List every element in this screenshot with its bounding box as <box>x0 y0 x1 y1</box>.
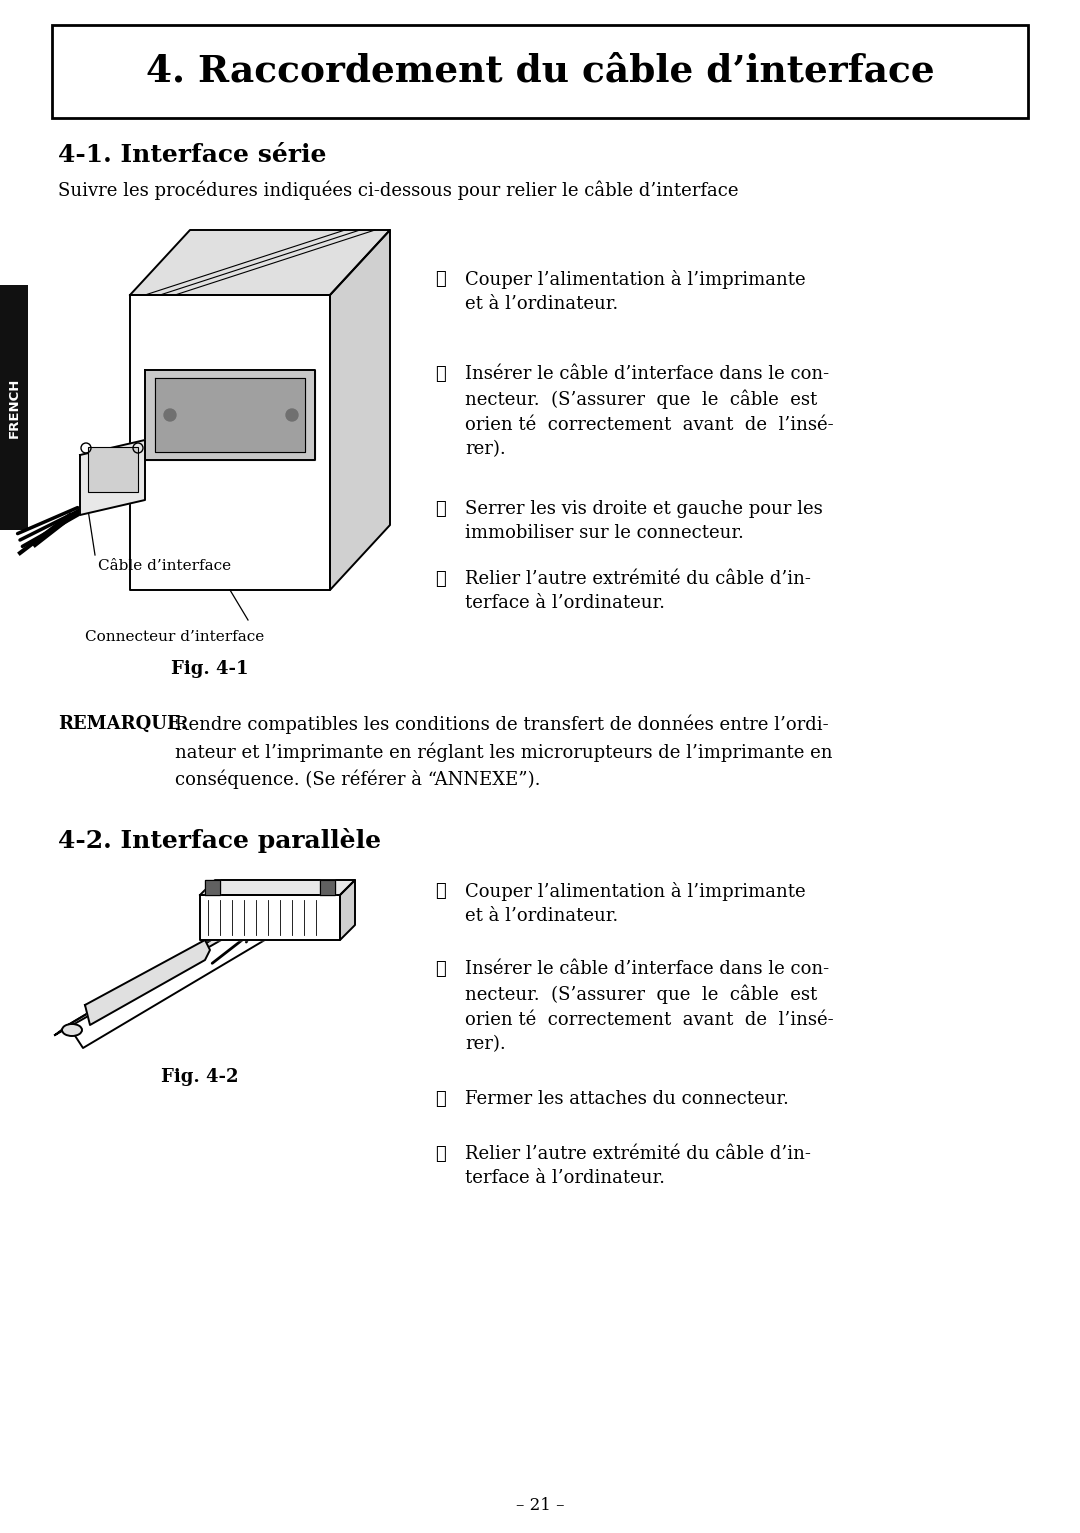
Polygon shape <box>320 880 335 895</box>
Circle shape <box>164 409 176 422</box>
Text: ④: ④ <box>435 570 446 589</box>
Text: Fig. 4-1: Fig. 4-1 <box>172 661 248 678</box>
Text: Fermer les attaches du connecteur.: Fermer les attaches du connecteur. <box>465 1090 788 1108</box>
Text: Insérer le câble d’interface dans le con-
necteur.  (S’assurer  que  le  câble  : Insérer le câble d’interface dans le con… <box>465 365 834 458</box>
Text: ①: ① <box>435 881 446 900</box>
Text: ③: ③ <box>435 1090 446 1108</box>
Polygon shape <box>55 904 270 1035</box>
Text: Câble d’interface: Câble d’interface <box>98 560 231 573</box>
Text: – 21 –: – 21 – <box>516 1498 564 1515</box>
Circle shape <box>286 409 298 422</box>
Text: Rendre compatibles les conditions de transfert de données entre l’ordi-
nateur e: Rendre compatibles les conditions de tra… <box>175 714 833 789</box>
Text: Relier l’autre extrémité du câble d’in-
terface à l’ordinateur.: Relier l’autre extrémité du câble d’in- … <box>465 1145 811 1187</box>
Text: Couper l’alimentation à l’imprimante
et à l’ordinateur.: Couper l’alimentation à l’imprimante et … <box>465 881 806 926</box>
Polygon shape <box>200 895 340 940</box>
Bar <box>87 448 138 492</box>
Polygon shape <box>330 230 390 590</box>
Polygon shape <box>85 940 210 1026</box>
Text: Serrer les vis droite et gauche pour les
immobiliser sur le connecteur.: Serrer les vis droite et gauche pour les… <box>465 500 823 543</box>
Text: Suivre les procédures indiquées ci-dessous pour relier le câble d’interface: Suivre les procédures indiquées ci-desso… <box>58 179 739 199</box>
Polygon shape <box>68 904 285 1049</box>
Polygon shape <box>145 369 315 460</box>
Text: ②: ② <box>435 365 446 383</box>
Text: ③: ③ <box>435 500 446 518</box>
Text: 4. Raccordement du câble d’interface: 4. Raccordement du câble d’interface <box>146 54 934 90</box>
Text: 4-1. Interface série: 4-1. Interface série <box>58 143 326 167</box>
Text: ④: ④ <box>435 1145 446 1164</box>
Text: Fig. 4-2: Fig. 4-2 <box>161 1069 239 1085</box>
Polygon shape <box>130 294 330 590</box>
Text: FRENCH: FRENCH <box>8 377 21 438</box>
Polygon shape <box>80 440 145 515</box>
Text: Connecteur d’interface: Connecteur d’interface <box>85 630 265 644</box>
Text: REMARQUE:: REMARQUE: <box>58 714 187 733</box>
Bar <box>52 25 1028 118</box>
Text: 4-2. Interface parallèle: 4-2. Interface parallèle <box>58 828 381 852</box>
Polygon shape <box>205 880 220 895</box>
Polygon shape <box>340 880 355 940</box>
Text: ①: ① <box>435 270 446 288</box>
Ellipse shape <box>62 1024 82 1036</box>
Text: Relier l’autre extrémité du câble d’in-
terface à l’ordinateur.: Relier l’autre extrémité du câble d’in- … <box>465 570 811 612</box>
Text: Insérer le câble d’interface dans le con-
necteur.  (S’assurer  que  le  câble  : Insérer le câble d’interface dans le con… <box>465 960 834 1053</box>
Bar <box>0 285 28 530</box>
Polygon shape <box>156 379 305 452</box>
Text: Couper l’alimentation à l’imprimante
et à l’ordinateur.: Couper l’alimentation à l’imprimante et … <box>465 270 806 313</box>
Text: ②: ② <box>435 960 446 978</box>
Polygon shape <box>130 230 390 294</box>
Polygon shape <box>200 880 355 895</box>
